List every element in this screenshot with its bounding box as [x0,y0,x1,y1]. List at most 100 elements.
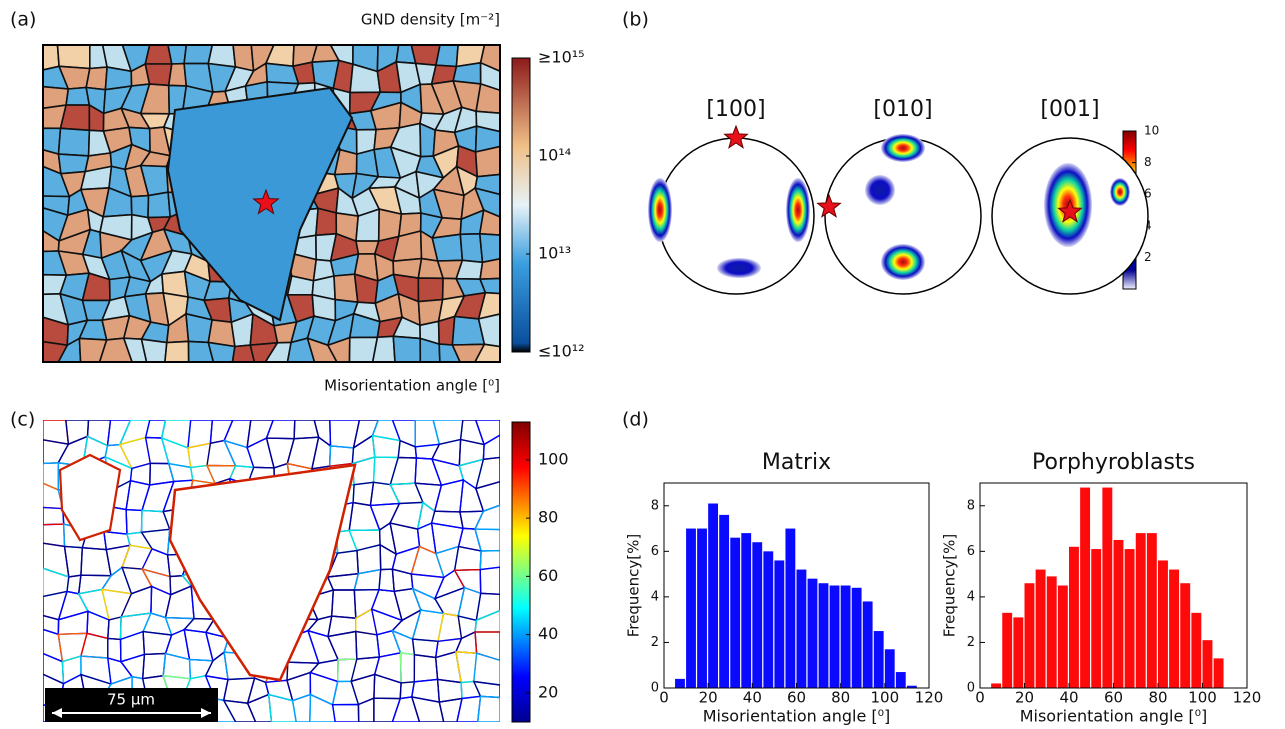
colorbar-title: Misorientation angle [⁰] [324,377,500,395]
colorbar-title: GND density [m⁻²] [361,11,500,29]
grain [142,339,167,362]
grain [476,147,500,177]
grain [165,341,189,362]
grain [59,128,90,156]
colorbar-tick-label: 60 [538,566,558,585]
bar [991,683,1001,688]
colorbar-tick-label: 40 [538,624,558,643]
x-tick-label: 40 [1059,689,1078,707]
colorbar-tick-label: 10 [1144,124,1159,138]
pole-density [648,178,672,242]
colorbar-tick-label: ≤10¹² [538,342,585,361]
bar [1102,488,1112,688]
bar [1002,613,1012,688]
x-tick-label: 120 [1233,689,1262,707]
grain [145,64,172,85]
bar [808,579,818,688]
x-axis-label: Misorientation angle [⁰] [703,707,891,726]
y-tick-label: 0 [651,681,659,696]
bar [1047,576,1057,688]
grain [432,234,462,261]
panel-label: (a) [10,9,36,31]
grain [168,45,186,64]
bar [1036,570,1046,688]
pole-density [881,134,925,162]
grain [476,84,500,113]
bar [819,583,829,688]
bar [863,601,873,688]
grain [58,45,90,69]
colorbar-tick-label: 10¹³ [538,244,571,263]
bar [1136,533,1146,688]
colorbar [512,58,530,352]
y-tick-label: 8 [967,498,975,513]
grain [480,259,500,279]
bar [708,504,718,689]
bar [774,560,784,688]
bar [797,570,807,688]
y-tick-label: 6 [651,544,659,559]
x-tick-label: 100 [1188,689,1217,707]
bar [1114,540,1124,688]
bar [1080,488,1090,688]
y-tick-label: 4 [651,589,659,604]
colorbar-tick-label: 10¹⁴ [538,146,571,165]
panel-label: (b) [622,9,649,31]
bar [741,533,751,688]
colorbar-tick-label: 80 [538,508,558,527]
colorbar [512,422,530,722]
x-tick-label: 120 [915,689,944,707]
grain [334,274,358,302]
bar [686,529,696,688]
bar [885,649,895,688]
pole-label: [001] [1040,97,1099,122]
y-tick-label: 2 [651,635,659,650]
bar [830,586,840,689]
colorbar-tick-label: 100 [538,449,569,468]
grain [316,208,336,235]
figure: (a) (b) (c) (d) GND density [m⁻²] Misori… [0,0,1285,729]
bar [1013,617,1023,688]
panel-label: (c) [10,409,35,431]
x-tick-label: 60 [787,689,806,707]
bar [1214,658,1224,688]
y-tick-label: 6 [967,544,975,559]
y-axis-label: Frequency[%] [625,534,643,637]
grain [411,45,440,65]
pole-label: [100] [706,97,765,122]
grain [86,67,107,90]
x-tick-label: 80 [831,689,850,707]
panel-label: (d) [622,409,649,431]
pole-density [881,244,925,280]
x-tick-label: 40 [743,689,762,707]
bar [1025,583,1035,688]
bar [1125,549,1135,688]
misorientation-map [43,420,500,722]
bar [1169,570,1179,688]
bar [841,586,851,689]
colorbar-tick-label: 2 [1144,250,1152,264]
y-tick-label: 8 [651,498,659,513]
pole-label: [010] [873,97,932,122]
bar [1147,533,1157,688]
chart-title: Matrix [762,450,831,475]
bar [1158,560,1168,688]
bar [874,631,884,688]
grain [418,278,443,302]
y-tick-label: 4 [967,589,975,604]
x-tick-label: 100 [871,689,900,707]
grain [148,192,170,217]
bar [1203,640,1213,688]
grain [59,154,89,174]
x-tick-label: 0 [659,689,669,707]
chart-title: Porphyroblasts [1032,450,1195,475]
y-tick-label: 2 [967,635,975,650]
bar [852,588,862,688]
x-tick-label: 80 [1148,689,1167,707]
pole-density [865,175,895,205]
grain [373,336,395,362]
bar [1091,549,1101,688]
bar [896,672,906,688]
y-axis-label: Frequency[%] [941,534,959,637]
bar [1058,586,1068,689]
